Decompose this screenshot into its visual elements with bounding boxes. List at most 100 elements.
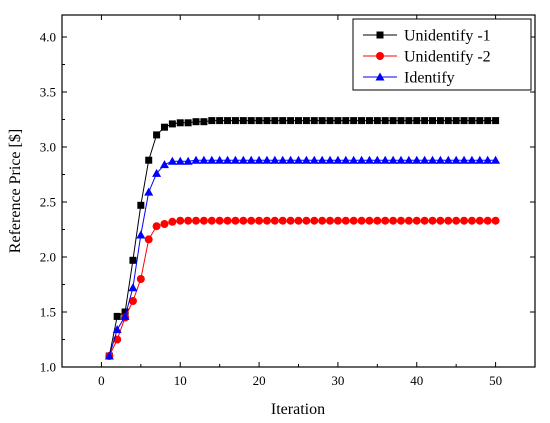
- x-tick-label: 30: [331, 373, 344, 388]
- data-point: [420, 155, 430, 164]
- data-point: [255, 216, 264, 225]
- data-point: [444, 216, 453, 225]
- data-point: [404, 155, 414, 164]
- data-point: [349, 155, 359, 164]
- data-point: [357, 155, 367, 164]
- data-point: [325, 155, 335, 164]
- data-point: [159, 160, 169, 169]
- series-2: [105, 216, 500, 360]
- data-point: [460, 216, 469, 225]
- data-point: [286, 155, 296, 164]
- data-point: [294, 216, 303, 225]
- data-point: [333, 216, 342, 225]
- data-point: [294, 155, 303, 164]
- data-point: [176, 119, 184, 127]
- data-point: [278, 155, 288, 164]
- data-point: [373, 216, 382, 225]
- data-point: [428, 216, 437, 225]
- data-point: [451, 155, 461, 164]
- data-point: [216, 117, 224, 125]
- data-point: [286, 216, 295, 225]
- data-point: [215, 155, 225, 164]
- data-point: [435, 155, 445, 164]
- data-point: [484, 117, 492, 125]
- data-point: [238, 155, 248, 164]
- data-point: [365, 216, 374, 225]
- data-point: [318, 117, 326, 125]
- data-point: [483, 155, 493, 164]
- data-point: [309, 155, 319, 164]
- data-point: [223, 216, 232, 225]
- data-point: [412, 155, 422, 164]
- legend-marker: [375, 72, 385, 81]
- data-point: [421, 117, 429, 125]
- data-point: [413, 117, 421, 125]
- data-point: [436, 117, 444, 125]
- data-point: [389, 216, 398, 225]
- data-point: [160, 123, 168, 131]
- data-point: [388, 155, 398, 164]
- data-point: [389, 117, 397, 125]
- y-axis-title: Reference Price [$]: [7, 129, 24, 253]
- data-point: [137, 201, 145, 209]
- data-point: [317, 155, 327, 164]
- data-point: [380, 155, 390, 164]
- data-point: [112, 325, 122, 334]
- x-tick-label: 10: [174, 373, 187, 388]
- data-point: [192, 216, 201, 225]
- data-point: [412, 216, 421, 225]
- data-point: [358, 117, 366, 125]
- data-point: [302, 117, 310, 125]
- data-point: [381, 117, 389, 125]
- data-point: [452, 216, 461, 225]
- data-point: [287, 117, 295, 125]
- data-point: [184, 119, 192, 127]
- legend-label: Unidentify -2: [404, 49, 491, 66]
- data-point: [271, 117, 279, 125]
- data-point: [144, 235, 153, 244]
- data-point: [475, 216, 484, 225]
- data-point: [475, 155, 485, 164]
- x-tick-label: 0: [98, 373, 105, 388]
- data-point: [223, 155, 233, 164]
- data-point: [405, 117, 413, 125]
- x-tick-label: 50: [489, 373, 502, 388]
- data-point: [231, 117, 239, 125]
- data-point: [396, 216, 405, 225]
- data-point: [373, 117, 381, 125]
- legend-label: Identify: [404, 70, 455, 87]
- data-point: [341, 155, 351, 164]
- data-point: [183, 156, 193, 165]
- data-point: [254, 155, 264, 164]
- data-point: [492, 117, 500, 125]
- data-point: [302, 216, 311, 225]
- data-point: [230, 155, 240, 164]
- y-tick-label: 2.5: [40, 195, 56, 210]
- data-point: [301, 155, 311, 164]
- data-point: [191, 155, 201, 164]
- data-point: [468, 117, 476, 125]
- data-point: [341, 216, 350, 225]
- series-line: [108, 120, 496, 357]
- data-point: [270, 216, 279, 225]
- data-point: [128, 283, 138, 292]
- series-line: [108, 220, 496, 357]
- data-point: [318, 216, 327, 225]
- data-point: [397, 117, 405, 125]
- data-point: [175, 156, 185, 165]
- legend-items: Unidentify -1 Unidentify -2 Identify: [363, 28, 491, 87]
- data-point: [364, 155, 374, 164]
- data-point: [357, 216, 366, 225]
- data-point: [467, 155, 477, 164]
- data-point: [239, 216, 248, 225]
- y-tick-label: 3.0: [40, 140, 56, 155]
- legend-marker: [376, 31, 384, 39]
- data-point: [231, 216, 240, 225]
- data-point: [152, 222, 161, 231]
- x-tick-label: 20: [253, 373, 266, 388]
- data-point: [199, 155, 209, 164]
- y-tick-label: 4.0: [40, 30, 56, 45]
- data-point: [192, 118, 200, 126]
- y-tick-label: 1.5: [40, 305, 56, 320]
